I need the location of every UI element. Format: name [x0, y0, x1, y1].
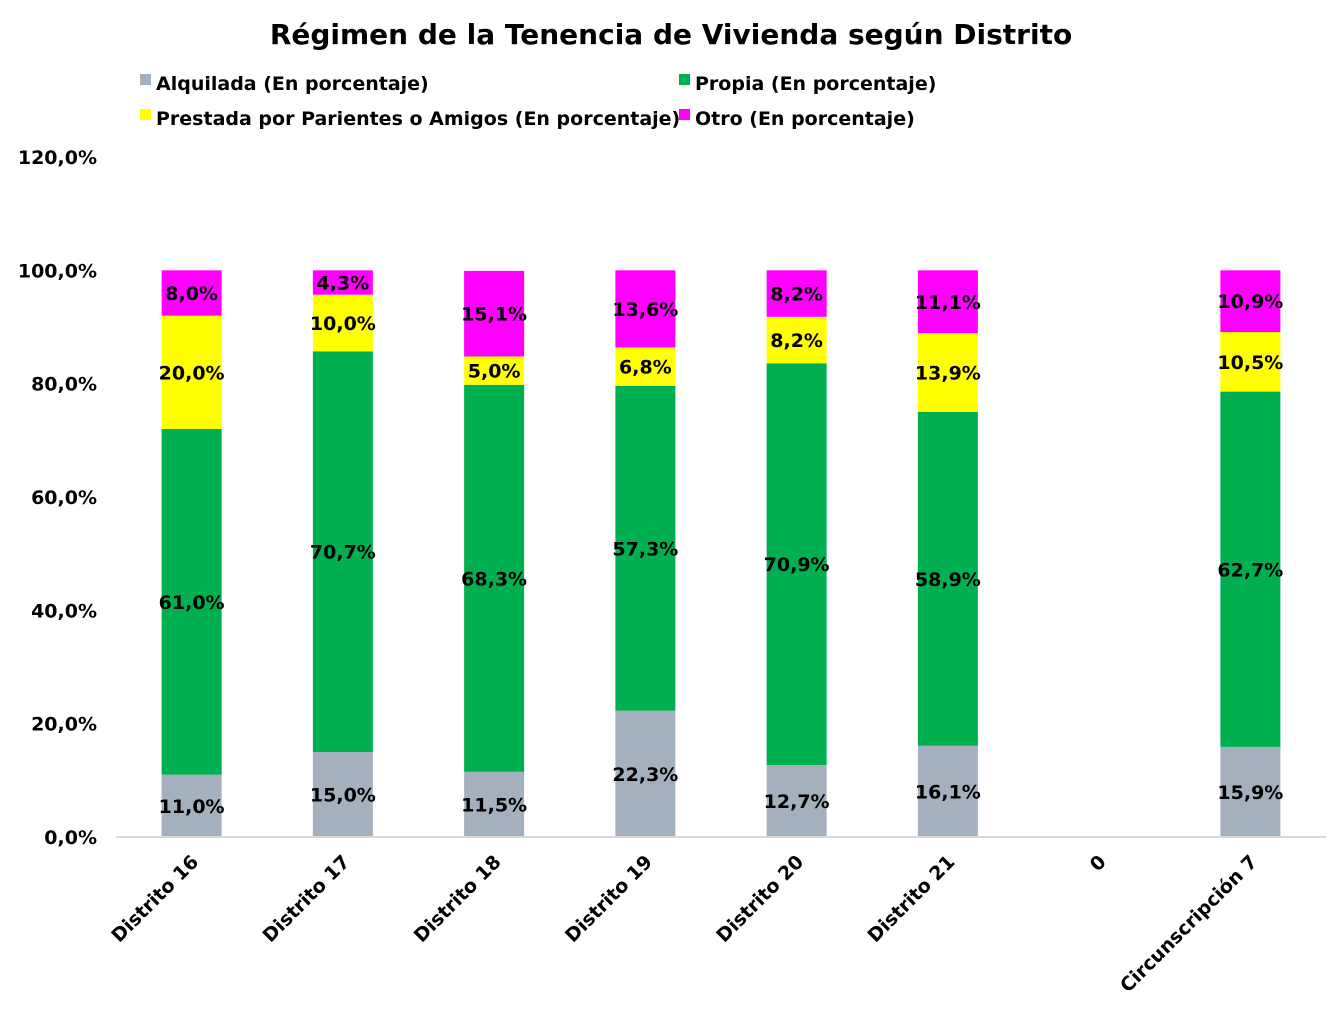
data-label: 61,0% [159, 592, 225, 614]
legend-swatch-3 [140, 109, 151, 120]
x-tick-label: Distrito 16 [107, 851, 203, 947]
bar-circunscripci-n-7-series-3 [1220, 332, 1281, 392]
x-tick-label: Distrito 21 [863, 851, 959, 947]
data-label: 11,1% [915, 292, 981, 314]
data-label: 15,1% [461, 304, 527, 326]
y-tick-label: 60,0% [31, 487, 97, 509]
y-tick-label: 40,0% [31, 600, 97, 622]
legend-swatch-1 [140, 74, 151, 85]
y-tick-label: 100,0% [18, 260, 97, 282]
data-label: 12,7% [764, 791, 830, 813]
x-tick-label: Distrito 19 [561, 851, 657, 947]
y-tick-label: 0,0% [44, 827, 97, 849]
x-tick-label: 0 [1086, 851, 1111, 876]
data-label: 70,9% [764, 554, 830, 576]
legend-label-3: Prestada por Parientes o Amigos (En porc… [156, 108, 680, 130]
data-label: 57,3% [612, 538, 678, 560]
legend-label-2: Propia (En porcentaje) [695, 73, 936, 95]
bar-circunscripci-n-7-series-1 [1220, 746, 1281, 837]
y-axis: 0,0% 20,0% 40,0% 60,0% 80,0% 100,0% 120,0% [18, 147, 97, 849]
bar-distrito-18-series-1 [464, 771, 525, 837]
data-label: 6,8% [619, 357, 672, 379]
legend-swatch-4 [679, 109, 690, 120]
y-tick-label: 120,0% [18, 147, 97, 169]
data-label: 8,2% [770, 284, 823, 306]
y-tick-label: 20,0% [31, 714, 97, 736]
chart-title: Régimen de la Tenencia de Vivienda según… [270, 18, 1072, 51]
bar-circunscripci-n-7-series-2 [1220, 391, 1281, 747]
x-tick-label: Distrito 18 [410, 851, 506, 947]
data-labels: 11,0% 61,0% 20,0% 8,0% 15,0% 70,7% 10,0% 4,3% 11… [159, 273, 1284, 818]
bar-circunscripci-n-7-series-4 [1220, 270, 1281, 333]
x-tick-label: Distrito 20 [712, 851, 808, 947]
data-label: 15,9% [1217, 782, 1283, 804]
legend-label-4: Otro (En porcentaje) [695, 108, 915, 130]
x-axis: Distrito 16 Distrito 17 Distrito 18 Distrit… [107, 836, 1326, 997]
x-tick-label: Distrito 17 [258, 851, 354, 947]
bar-distrito-18-series-4 [464, 270, 525, 357]
legend-label-1: Alquilada (En porcentaje) [156, 73, 429, 95]
data-label: 58,9% [915, 569, 981, 591]
bar-distrito-18-series-2 [464, 384, 525, 772]
bar-distrito-17-series-2 [312, 351, 373, 752]
bar-distrito-19-series-2 [615, 385, 676, 711]
data-label: 68,3% [461, 568, 527, 590]
bar-distrito-18-series-3 [464, 356, 525, 385]
bar-distrito-20-series-3 [766, 316, 827, 364]
bar-distrito-16-series-1 [161, 774, 222, 837]
data-label: 10,0% [310, 313, 376, 335]
bar-distrito-21-series-1 [917, 745, 978, 837]
data-label: 5,0% [468, 361, 521, 383]
bar-distrito-20-series-1 [766, 765, 827, 837]
data-label: 4,3% [317, 273, 370, 295]
bar-distrito-19-series-1 [615, 710, 676, 837]
data-label: 13,9% [915, 363, 981, 385]
legend-swatch-2 [679, 74, 690, 85]
bar-distrito-19-series-3 [615, 347, 676, 386]
bar-distrito-16-series-3 [161, 315, 222, 429]
bar-distrito-19-series-4 [615, 270, 676, 348]
bars [161, 270, 1281, 837]
data-label: 13,6% [612, 299, 678, 321]
bar-distrito-21-series-3 [917, 333, 978, 412]
data-label: 11,0% [159, 796, 225, 818]
bar-distrito-17-series-1 [312, 752, 373, 837]
bar-distrito-17-series-3 [312, 294, 373, 352]
bar-distrito-21-series-4 [917, 270, 978, 334]
x-tick-label: Circunscripción 7 [1116, 851, 1262, 997]
y-tick-label: 80,0% [31, 374, 97, 396]
data-label: 20,0% [159, 362, 225, 384]
data-label: 22,3% [612, 764, 678, 786]
data-label: 16,1% [915, 781, 981, 803]
legend: Alquilada (En porcentaje) Propia (En porc… [140, 73, 936, 130]
data-label: 11,5% [461, 794, 527, 816]
bar-distrito-17-series-4 [312, 270, 373, 295]
bar-distrito-16-series-2 [161, 429, 222, 775]
bar-distrito-20-series-4 [766, 270, 827, 317]
data-label: 8,2% [770, 330, 823, 352]
data-label: 70,7% [310, 542, 376, 564]
data-label: 15,0% [310, 785, 376, 807]
bar-distrito-21-series-2 [917, 412, 978, 746]
bar-distrito-16-series-4 [161, 270, 222, 316]
data-label: 62,7% [1217, 559, 1283, 581]
data-label: 10,5% [1217, 352, 1283, 374]
data-label: 10,9% [1217, 291, 1283, 313]
data-label: 8,0% [165, 283, 218, 305]
bar-distrito-20-series-2 [766, 363, 827, 766]
